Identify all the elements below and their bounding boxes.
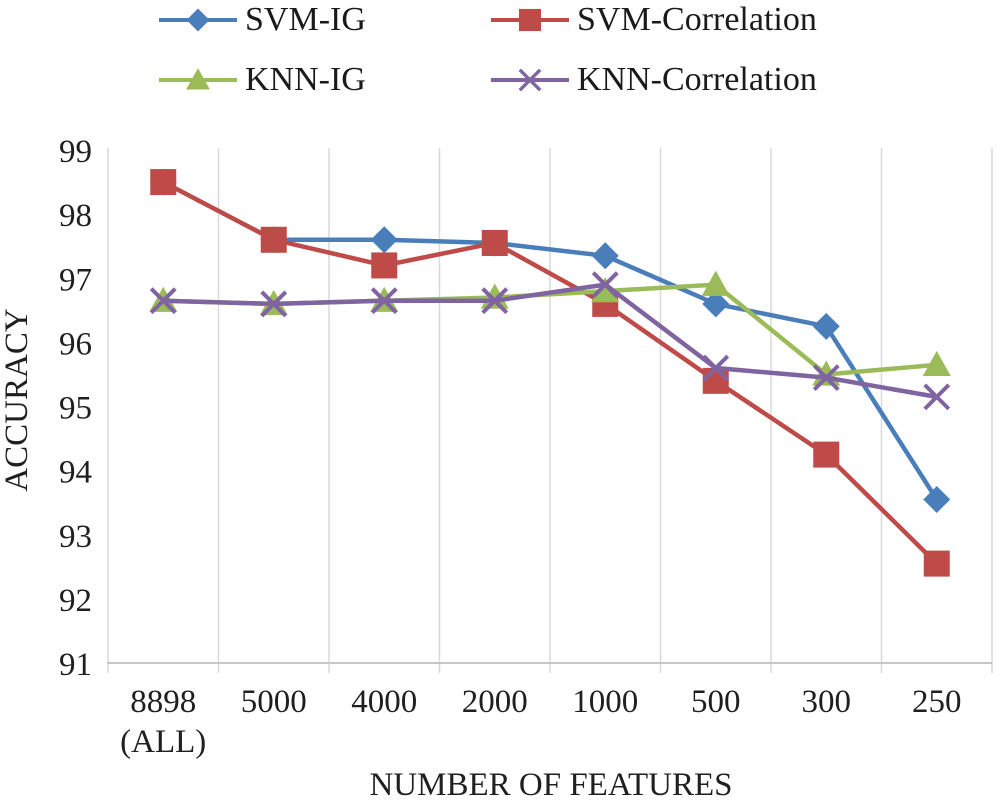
square-marker [923, 550, 950, 577]
x-marker [518, 68, 542, 92]
square-marker [702, 367, 729, 394]
y-tick-label: 95 [59, 391, 92, 427]
x-marker-stroke [702, 354, 730, 382]
x-marker [812, 364, 840, 392]
x-marker [149, 287, 177, 315]
line-chart-plot: ACCURACY NUMBER OF FEATURES 99 98 97 96 95 94… [0, 134, 993, 803]
y-tick-label: 98 [59, 198, 92, 234]
x-marker-stroke [923, 383, 951, 411]
x-marker-stroke [149, 287, 177, 315]
square-marker [481, 229, 508, 256]
y-tick-label: 96 [59, 326, 92, 362]
y-axis-title: ACCURACY [0, 308, 35, 491]
x-marker [370, 287, 398, 315]
x-marker [923, 383, 951, 411]
x-tick-label: 2000 [462, 684, 528, 720]
triangle-marker [922, 350, 951, 377]
diamond-legend-marker [159, 8, 237, 32]
x-marker [591, 271, 619, 299]
triangle-marker [186, 68, 210, 90]
legend-label: SVM-Correlation [577, 1, 817, 38]
series-line-svm-correlation [162, 180, 939, 566]
x-tick-label: 300 [802, 684, 852, 720]
diamond-marker [591, 242, 619, 270]
x-marker [702, 354, 730, 382]
x-tick-label: 1000 [572, 684, 638, 720]
diamond-marker [370, 226, 398, 254]
x-marker [481, 287, 509, 315]
legend-item-svm-correlation: SVM-Correlation [490, 0, 817, 40]
x-tick-label: 4000 [351, 684, 417, 720]
diamond-marker [812, 312, 840, 340]
x-axis-title: NUMBER OF FEATURES [369, 767, 732, 803]
x-tick-label: 250 [912, 684, 962, 720]
y-tick-label: 93 [59, 519, 92, 555]
x-marker-stroke [260, 290, 288, 318]
legend-item-svm-ig: SVM-IG [158, 0, 490, 40]
square-marker [150, 169, 177, 196]
x-tick-label: 5000 [241, 684, 307, 720]
triangle-marker [701, 270, 730, 296]
x-marker-stroke [518, 68, 542, 92]
y-tick-label: 99 [59, 134, 92, 170]
triangle-marker [591, 277, 620, 303]
x-marker-stroke [591, 271, 619, 299]
square-marker [260, 226, 287, 253]
x-tick-label: (ALL) [120, 724, 206, 760]
y-tick-label: 91 [59, 647, 92, 683]
x-tick-label: 8898 [130, 684, 196, 720]
x-marker [260, 290, 288, 318]
x-marker-stroke [370, 287, 398, 315]
square-marker [813, 441, 840, 468]
x-marker-stroke [481, 287, 509, 315]
square-marker [371, 252, 398, 279]
diamond-marker [186, 8, 210, 32]
legend-item-knn-ig: KNN-IG [158, 60, 490, 100]
y-tick-label: 97 [59, 262, 92, 298]
legend-label: KNN-Correlation [577, 61, 817, 98]
legend-item-knn-correlation: KNN-Correlation [490, 60, 817, 100]
y-tick-label: 94 [59, 455, 92, 491]
legend-label: SVM-IG [245, 1, 366, 38]
series-line-knn-correlation [163, 282, 938, 400]
x-tick-label: 500 [691, 684, 741, 720]
y-tick-label: 92 [59, 583, 92, 619]
square-legend-marker [491, 8, 569, 32]
square-marker [518, 8, 542, 32]
legend-label: KNN-IG [245, 61, 366, 98]
x-marker-stroke [812, 364, 840, 392]
chart-legend: SVM-IG SVM-Correlation KNN-IG KNN-Correlati… [158, 0, 817, 100]
series-line-svm-ig [162, 180, 939, 501]
x-legend-marker [491, 68, 569, 92]
triangle-legend-marker [159, 68, 237, 90]
diamond-marker [923, 485, 951, 513]
diamond-marker [702, 290, 730, 318]
